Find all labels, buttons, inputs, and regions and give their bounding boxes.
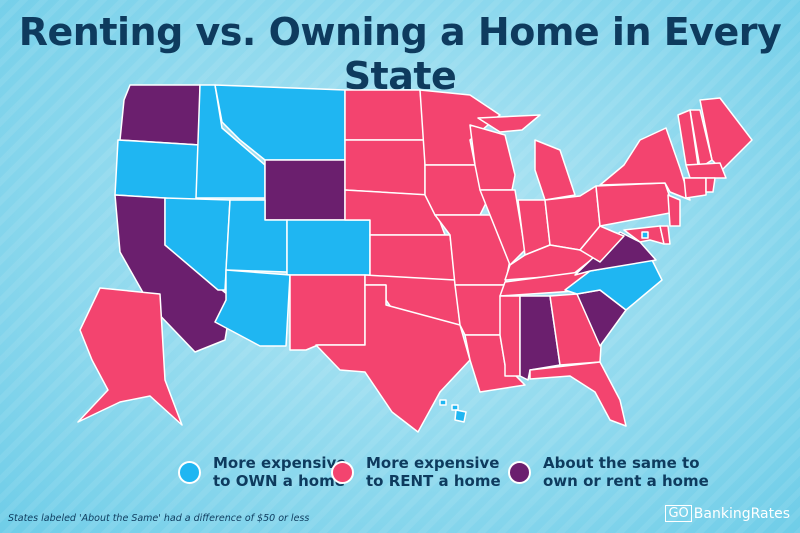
state-ar [454, 284, 506, 336]
state-ny [599, 127, 691, 201]
legend-same-line2: own or rent a home [543, 472, 709, 490]
state-wa [119, 84, 201, 146]
state-wv [579, 225, 625, 263]
state-de [659, 225, 671, 245]
state-co [286, 219, 371, 276]
state-mi [477, 114, 541, 133]
footnote: States labeled 'About the Same' had a di… [8, 513, 310, 524]
state-or [114, 139, 201, 201]
legend-item-rent: More expensive to RENT a home [331, 454, 501, 490]
legend-swatch-rent [331, 460, 354, 484]
logo-name: BankingRates [693, 505, 790, 522]
state-ks [369, 234, 456, 281]
state-nd [344, 89, 426, 141]
state-hi [451, 404, 459, 411]
state-ri [705, 177, 716, 193]
state-hi [439, 399, 447, 406]
logo-go: GO [665, 505, 692, 522]
legend-item-same: About the same to own or rent a home [508, 454, 709, 490]
legend-own-line1: More expensive [213, 454, 347, 472]
legend-swatch-own [178, 460, 201, 484]
state-pa [595, 182, 676, 227]
state-ak [77, 287, 183, 426]
legend-item-own: More expensive to OWN a home [178, 454, 346, 490]
legend-same-line1: About the same to [543, 454, 700, 472]
state-nj [667, 194, 681, 227]
legend-rent-line2: to RENT a home [366, 472, 501, 490]
state-il [479, 189, 526, 266]
legend-swatch-same [508, 460, 531, 484]
state-mi [534, 139, 576, 201]
state-ct [683, 177, 707, 199]
state-wy [264, 159, 346, 221]
state-nh [689, 109, 713, 169]
page-title: Renting vs. Owning a Home in Every State [18, 10, 782, 98]
state-ma [685, 162, 727, 179]
state-tx [315, 284, 471, 433]
state-fl [529, 361, 627, 427]
state-sd [344, 139, 426, 196]
state-dc [641, 231, 649, 239]
state-nm [289, 274, 366, 351]
state-hi [454, 409, 467, 423]
gobankingrates-logo: GO BankingRates [665, 505, 790, 522]
legend-own-line2: to OWN a home [213, 472, 345, 490]
state-nv [164, 197, 231, 291]
legend-rent-line1: More expensive [366, 454, 500, 472]
